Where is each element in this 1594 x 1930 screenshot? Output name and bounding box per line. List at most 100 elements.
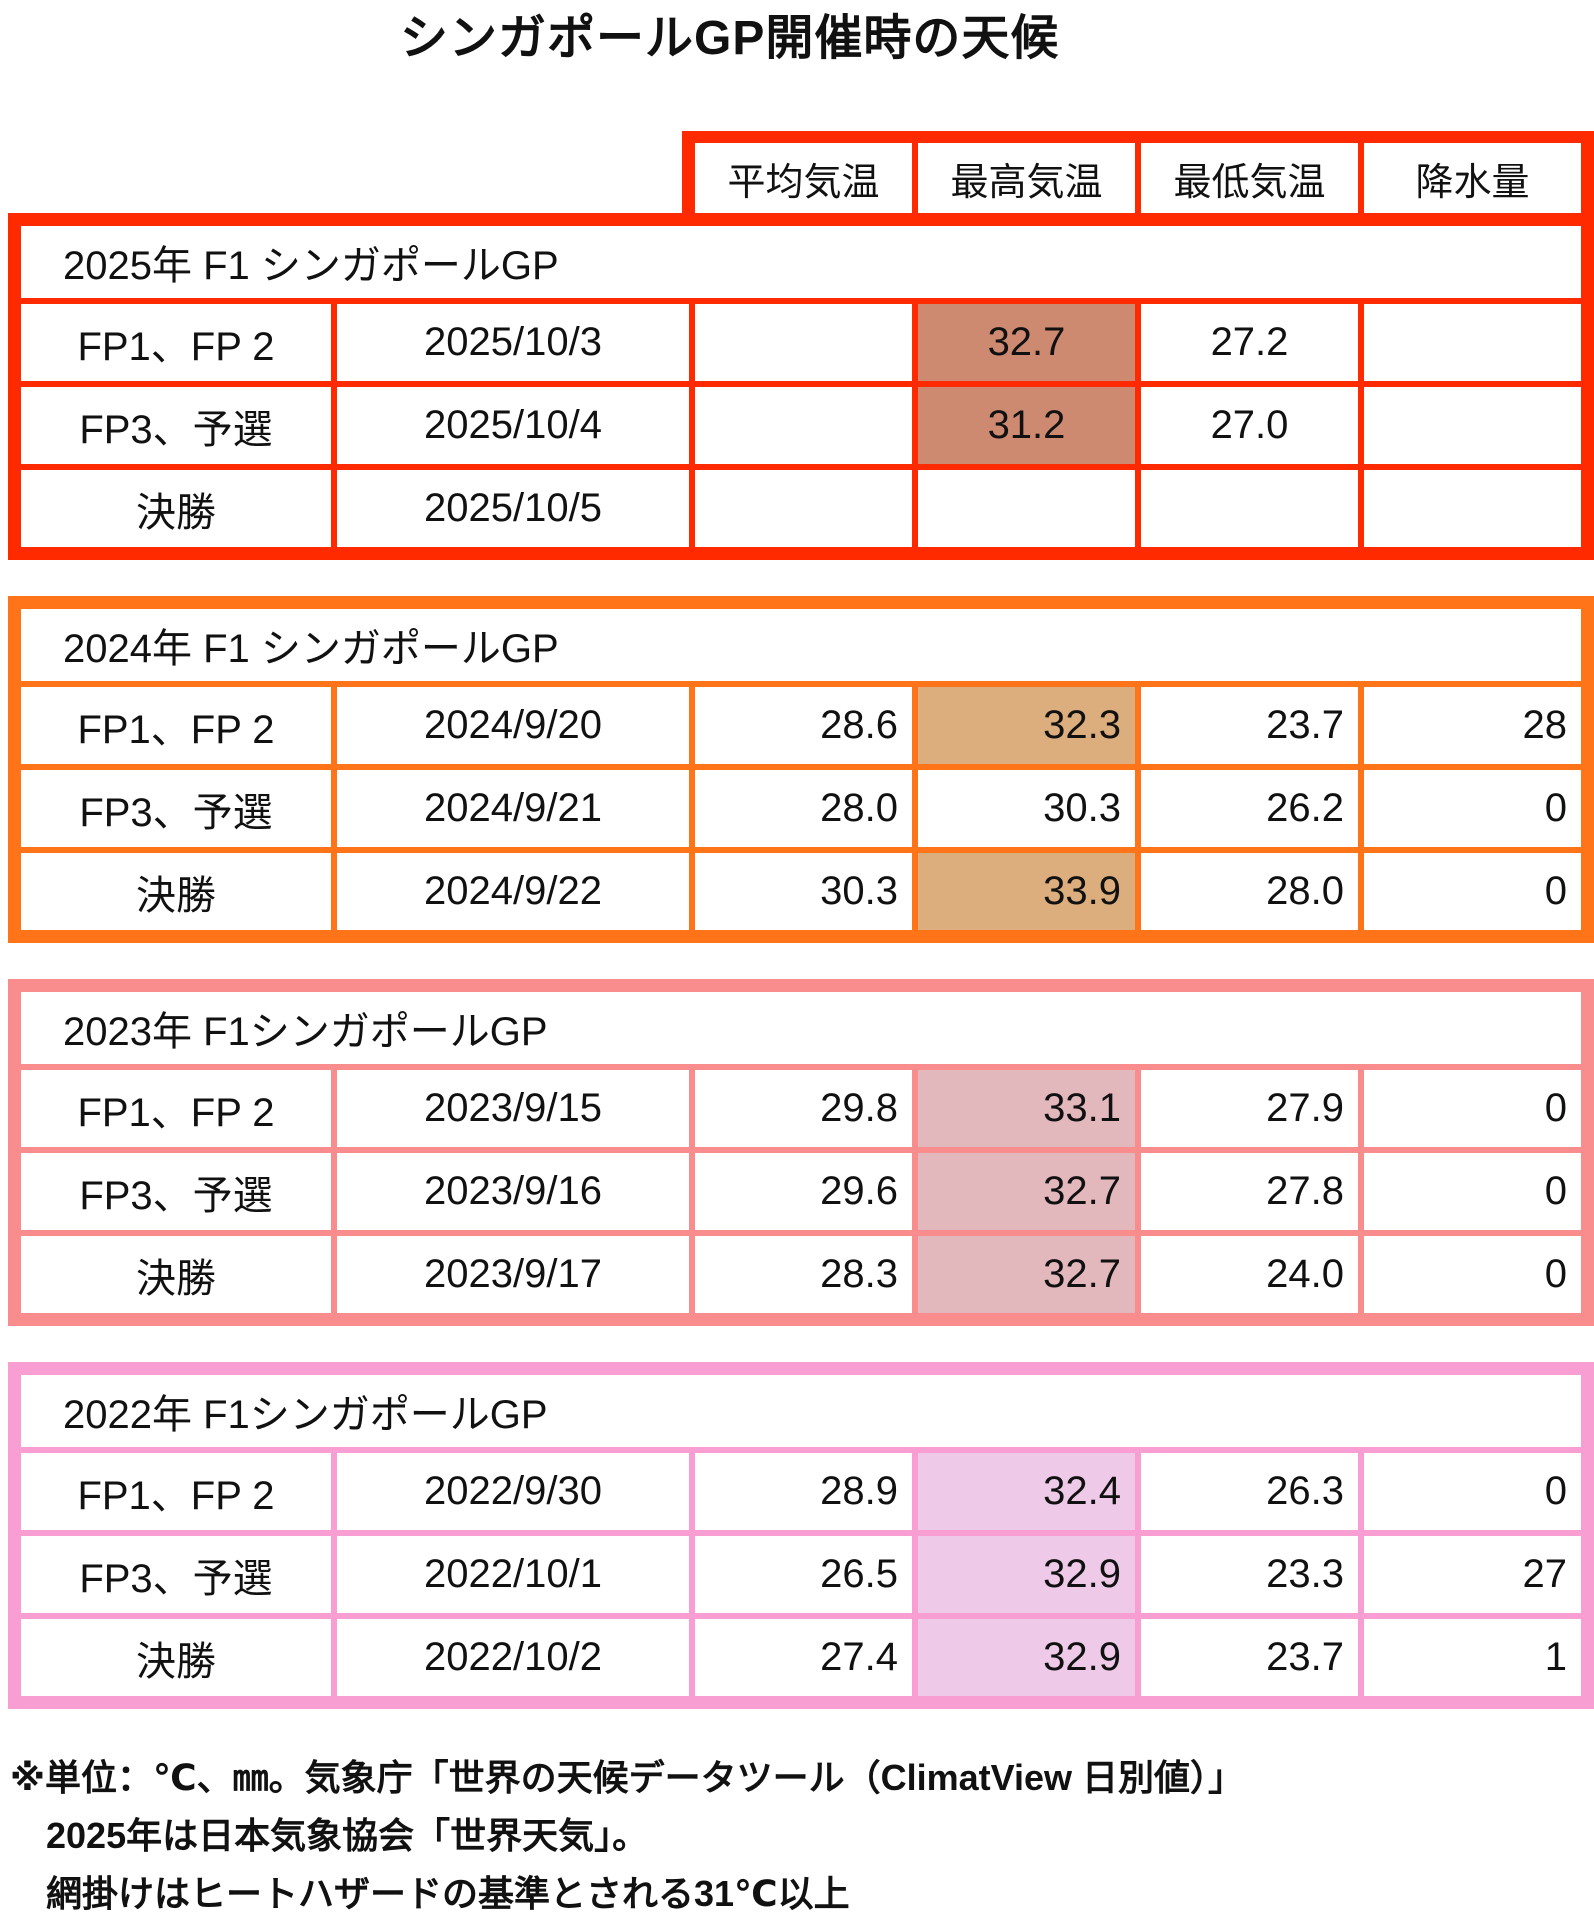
column-header-rainfall: 降水量 <box>1364 143 1581 213</box>
rainfall-cell: 27 <box>1364 1536 1581 1613</box>
rainfall-cell: 1 <box>1364 1619 1581 1696</box>
session-cell: FP3、予選 <box>21 1536 331 1613</box>
table-row: 決勝 2022/10/2 27.4 32.9 23.7 1 <box>21 1619 1581 1696</box>
year-table-2025: 2025年 F1 シンガポールGP FP1、FP 2 2025/10/3 32.… <box>8 213 1594 560</box>
avg-temp-cell: 28.3 <box>695 1236 912 1313</box>
avg-temp-cell <box>695 470 912 547</box>
avg-temp-cell: 28.0 <box>695 770 912 847</box>
rainfall-cell <box>1364 304 1581 381</box>
date-cell: 2023/9/15 <box>337 1070 689 1147</box>
max-temp-cell: 30.3 <box>918 770 1135 847</box>
footnote-2025-source: 2025年は日本気象協会「世界天気」。 <box>46 1815 649 1856</box>
session-cell: FP3、予選 <box>21 770 331 847</box>
max-temp-cell: 32.3 <box>918 687 1135 764</box>
table-title-2023: 2023年 F1シンガポールGP <box>21 992 1581 1064</box>
page-title: シンガポールGP開催時の天候 <box>400 12 1060 65</box>
session-cell: 決勝 <box>21 1236 331 1313</box>
session-cell: FP1、FP 2 <box>21 1070 331 1147</box>
session-cell: 決勝 <box>21 1619 331 1696</box>
rainfall-cell: 0 <box>1364 1070 1581 1147</box>
max-temp-cell: 32.7 <box>918 1236 1135 1313</box>
table-title-2022: 2022年 F1シンガポールGP <box>21 1375 1581 1447</box>
max-temp-cell: 33.1 <box>918 1070 1135 1147</box>
date-cell: 2023/9/16 <box>337 1153 689 1230</box>
session-cell: FP3、予選 <box>21 1153 331 1230</box>
max-temp-cell: 32.9 <box>918 1619 1135 1696</box>
rainfall-cell: 0 <box>1364 853 1581 930</box>
year-table-2023: 2023年 F1シンガポールGP FP1、FP 2 2023/9/15 29.8… <box>8 979 1594 1326</box>
min-temp-cell: 23.3 <box>1141 1536 1358 1613</box>
table-row: 決勝 2025/10/5 <box>21 470 1581 547</box>
table-row: FP1、FP 2 2023/9/15 29.8 33.1 27.9 0 <box>21 1070 1581 1147</box>
rainfall-cell <box>1364 387 1581 464</box>
date-cell: 2025/10/4 <box>337 387 689 464</box>
avg-temp-cell <box>695 387 912 464</box>
avg-temp-cell: 28.6 <box>695 687 912 764</box>
session-cell: 決勝 <box>21 470 331 547</box>
date-cell: 2023/9/17 <box>337 1236 689 1313</box>
table-title-2024: 2024年 F1 シンガポールGP <box>21 609 1581 681</box>
max-temp-cell <box>918 470 1135 547</box>
table-row: 決勝 2023/9/17 28.3 32.7 24.0 0 <box>21 1236 1581 1313</box>
table-row: FP3、予選 2023/9/16 29.6 32.7 27.8 0 <box>21 1153 1581 1230</box>
min-temp-cell: 26.3 <box>1141 1453 1358 1530</box>
min-temp-cell: 26.2 <box>1141 770 1358 847</box>
table-row: FP3、予選 2022/10/1 26.5 32.9 23.3 27 <box>21 1536 1581 1613</box>
footnote-heat-hazard: 網掛けはヒートハザードの基準とされる31℃以上 <box>46 1873 850 1914</box>
date-cell: 2022/10/1 <box>337 1536 689 1613</box>
session-cell: FP1、FP 2 <box>21 1453 331 1530</box>
avg-temp-cell <box>695 304 912 381</box>
date-cell: 2025/10/3 <box>337 304 689 381</box>
table-row: 決勝 2024/9/22 30.3 33.9 28.0 0 <box>21 853 1581 930</box>
max-temp-cell: 32.9 <box>918 1536 1135 1613</box>
table-row: FP3、予選 2024/9/21 28.0 30.3 26.2 0 <box>21 770 1581 847</box>
rainfall-cell: 28 <box>1364 687 1581 764</box>
column-header-avg-temp: 平均気温 <box>695 143 912 213</box>
column-header-min-temp: 最低気温 <box>1141 143 1358 213</box>
column-header-row: 平均気温 最高気温 最低気温 降水量 <box>682 131 1594 213</box>
session-cell: FP1、FP 2 <box>21 687 331 764</box>
max-temp-cell: 33.9 <box>918 853 1135 930</box>
avg-temp-cell: 29.8 <box>695 1070 912 1147</box>
footnotes: ※単位：℃、㎜。気象庁「世界の天候データツール（ClimatView 日別値）」… <box>0 1749 1594 1923</box>
table-title-2025: 2025年 F1 シンガポールGP <box>21 226 1581 298</box>
min-temp-cell: 27.9 <box>1141 1070 1358 1147</box>
min-temp-cell: 27.0 <box>1141 387 1358 464</box>
column-header-max-temp: 最高気温 <box>918 143 1135 213</box>
avg-temp-cell: 29.6 <box>695 1153 912 1230</box>
date-cell: 2025/10/5 <box>337 470 689 547</box>
max-temp-cell: 32.7 <box>918 1153 1135 1230</box>
rainfall-cell: 0 <box>1364 770 1581 847</box>
rainfall-cell: 0 <box>1364 1236 1581 1313</box>
date-cell: 2024/9/21 <box>337 770 689 847</box>
table-row: FP3、予選 2025/10/4 31.2 27.0 <box>21 387 1581 464</box>
avg-temp-cell: 30.3 <box>695 853 912 930</box>
date-cell: 2022/10/2 <box>337 1619 689 1696</box>
rainfall-cell <box>1364 470 1581 547</box>
max-temp-cell: 32.7 <box>918 304 1135 381</box>
rainfall-cell: 0 <box>1364 1153 1581 1230</box>
rainfall-cell: 0 <box>1364 1453 1581 1530</box>
date-cell: 2024/9/20 <box>337 687 689 764</box>
session-cell: FP1、FP 2 <box>21 304 331 381</box>
max-temp-cell: 32.4 <box>918 1453 1135 1530</box>
session-cell: 決勝 <box>21 853 331 930</box>
min-temp-cell: 23.7 <box>1141 687 1358 764</box>
date-cell: 2022/9/30 <box>337 1453 689 1530</box>
table-row: FP1、FP 2 2022/9/30 28.9 32.4 26.3 0 <box>21 1453 1581 1530</box>
avg-temp-cell: 28.9 <box>695 1453 912 1530</box>
min-temp-cell: 27.2 <box>1141 304 1358 381</box>
table-row: FP1、FP 2 2024/9/20 28.6 32.3 23.7 28 <box>21 687 1581 764</box>
max-temp-cell: 31.2 <box>918 387 1135 464</box>
min-temp-cell <box>1141 470 1358 547</box>
min-temp-cell: 23.7 <box>1141 1619 1358 1696</box>
avg-temp-cell: 26.5 <box>695 1536 912 1613</box>
year-table-2024: 2024年 F1 シンガポールGP FP1、FP 2 2024/9/20 28.… <box>8 596 1594 943</box>
min-temp-cell: 28.0 <box>1141 853 1358 930</box>
session-cell: FP3、予選 <box>21 387 331 464</box>
footnote-units-source: ※単位：℃、㎜。気象庁「世界の天候データツール（ClimatView 日別値）」 <box>10 1757 1245 1798</box>
table-row: FP1、FP 2 2025/10/3 32.7 27.2 <box>21 304 1581 381</box>
min-temp-cell: 27.8 <box>1141 1153 1358 1230</box>
year-table-2022: 2022年 F1シンガポールGP FP1、FP 2 2022/9/30 28.9… <box>8 1362 1594 1709</box>
min-temp-cell: 24.0 <box>1141 1236 1358 1313</box>
